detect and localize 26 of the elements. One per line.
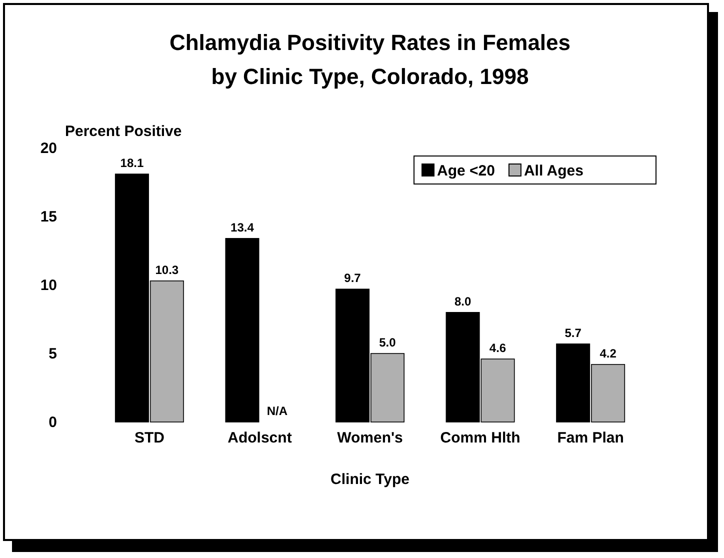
x-tick-label: Comm Hlth bbox=[440, 430, 520, 447]
data-label: 5.7 bbox=[564, 326, 582, 340]
data-label: 10.3 bbox=[155, 262, 179, 277]
y-tick-label: 20 bbox=[40, 140, 57, 157]
data-label: 8.0 bbox=[454, 294, 472, 308]
text: N/A bbox=[266, 404, 288, 418]
data-label: 18.1 bbox=[120, 156, 144, 170]
bar bbox=[225, 238, 260, 422]
legend-label: All Ages bbox=[524, 162, 584, 180]
data-label: 4.6 bbox=[489, 340, 506, 355]
y-tick-label: 15 bbox=[40, 208, 57, 226]
data-label: 4.2 bbox=[600, 346, 617, 360]
data-label: 5.0 bbox=[379, 336, 396, 350]
chart-title: Chlamydia Positivity Rates in Females by Clinic Type, Colorado, 1998 bbox=[169, 30, 571, 89]
y-tick-label: 5 bbox=[48, 345, 57, 362]
y-tick-label: 10 bbox=[40, 276, 57, 294]
x-axis-title: Clinic Type bbox=[330, 471, 410, 488]
x-tick-label: Women's bbox=[337, 430, 403, 447]
y-axis-title: Percent Positive bbox=[65, 123, 182, 140]
x-tick-label: Adolscnt bbox=[228, 430, 292, 447]
legend-label: Age <20 bbox=[437, 162, 495, 180]
y-tick-label: 0 bbox=[48, 414, 57, 431]
x-tick-label: Fam Plan bbox=[557, 430, 624, 447]
data-label: 9.7 bbox=[344, 271, 362, 286]
data-label: 13.4 bbox=[230, 220, 254, 234]
x-tick-label: STD bbox=[134, 430, 165, 447]
